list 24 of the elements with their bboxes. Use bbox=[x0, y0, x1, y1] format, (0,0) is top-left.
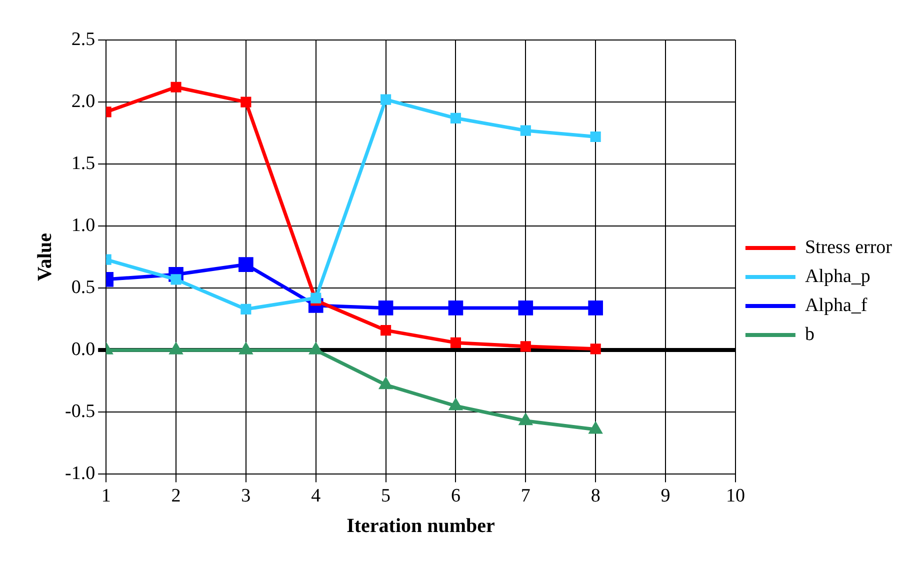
y-tick-label: -1.0 bbox=[65, 463, 96, 484]
y-tick-label: 2.5 bbox=[71, 28, 96, 50]
x-tick-label: 10 bbox=[726, 486, 745, 507]
y-tick-label: 0.0 bbox=[71, 339, 96, 360]
x-tick-label: 3 bbox=[241, 486, 251, 507]
y-tick-label: 1.0 bbox=[71, 215, 96, 236]
legend-label: b bbox=[804, 324, 814, 345]
x-tick-label: 1 bbox=[101, 486, 111, 507]
x-tick-label: 4 bbox=[311, 486, 322, 507]
x-tick-label: 7 bbox=[520, 486, 530, 507]
x-tick-label: 8 bbox=[590, 486, 600, 507]
legend-label: Stress error bbox=[804, 236, 893, 258]
y-tick-label: -0.5 bbox=[65, 401, 96, 422]
y-tick-label: 1.5 bbox=[71, 153, 96, 174]
x-tick-label: 6 bbox=[450, 486, 460, 507]
y-axis-title: Value bbox=[34, 232, 56, 282]
y-tick-label: 0.5 bbox=[71, 277, 96, 298]
x-tick-label: 2 bbox=[171, 486, 181, 507]
legend-label: Alpha_p bbox=[804, 266, 870, 287]
x-axis-title: Iteration number bbox=[346, 515, 496, 538]
x-tick-label: 9 bbox=[660, 486, 670, 507]
legend-label: Alpha_f bbox=[804, 294, 868, 316]
x-tick-label: 5 bbox=[381, 486, 391, 507]
y-tick-label: 2.0 bbox=[71, 91, 96, 112]
